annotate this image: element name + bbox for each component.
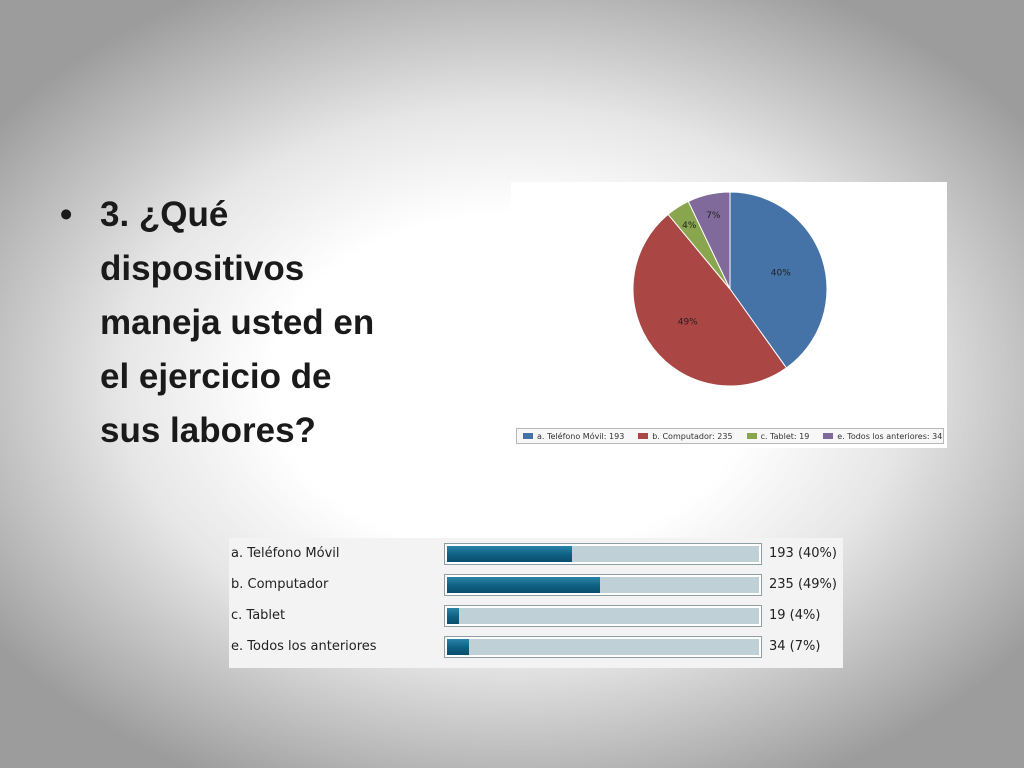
pie-slice-label-2: 4%: [682, 221, 697, 231]
legend-label-0: a. Teléfono Móvil: 193: [537, 431, 625, 441]
bar-fill: [447, 608, 459, 624]
bar-category-label: e. Todos los anteriores: [231, 639, 377, 654]
bar-value-label: 235 (49%): [769, 577, 837, 592]
pie-slice-label-0: 40%: [771, 269, 791, 279]
bar-value-label: 193 (40%): [769, 546, 837, 561]
legend-swatch-0: [523, 433, 533, 439]
legend-item-2: c. Tablet: 19: [746, 431, 810, 441]
bar-category-label: b. Computador: [231, 577, 329, 592]
bar-background: [447, 608, 759, 624]
bullet-marker: •: [60, 195, 73, 234]
pie-chart: 40% 49% 4% 7%: [632, 191, 828, 387]
pie-slice-1: [632, 213, 788, 387]
bar-track: [444, 574, 762, 596]
slide-question: • 3. ¿Qué dispositivos maneja usted en e…: [60, 188, 390, 458]
bar-row: c. Tablet 19 (4%): [229, 605, 843, 629]
legend-swatch-2: [746, 433, 757, 439]
legend-swatch-3: [823, 433, 834, 439]
legend-item-1: b. Computador: 235: [638, 431, 733, 441]
legend-label-3: e. Todos los anteriores: 34: [837, 431, 943, 441]
bar-track: [444, 543, 762, 565]
pie-slice-0: [729, 191, 828, 369]
question-text: 3. ¿Qué dispositivos maneja usted en el …: [100, 195, 375, 450]
bar-value-label: 34 (7%): [769, 639, 821, 654]
bar-chart-panel: a. Teléfono Móvil 193 (40%) b. Computador 2…: [229, 538, 843, 668]
bar-track: [444, 636, 762, 658]
pie-chart-panel: 40% 49% 4% 7% a. Teléfono Móvil: 193 b. Comp…: [511, 182, 947, 448]
legend-label-1: b. Computador: 235: [652, 431, 733, 441]
legend-item-3: e. Todos los anteriores: 34: [823, 432, 942, 441]
bar-category-label: c. Tablet: [231, 608, 286, 623]
bar-track: [444, 605, 762, 627]
bar-fill: [447, 577, 600, 593]
pie-slice-label-3: 7%: [706, 211, 721, 221]
bar-row: e. Todos los anteriores 34 (7%): [229, 636, 843, 660]
legend-item-0: a. Teléfono Móvil: 193: [523, 432, 624, 441]
bar-value-label: 19 (4%): [769, 608, 821, 623]
bar-fill: [447, 639, 469, 655]
pie-legend: a. Teléfono Móvil: 193 b. Computador: 235…: [516, 428, 944, 444]
legend-swatch-1: [638, 433, 649, 439]
bar-category-label: a. Teléfono Móvil: [231, 546, 340, 561]
legend-label-2: c. Tablet: 19: [760, 431, 810, 441]
bar-fill: [447, 546, 572, 562]
pie-slice-3: [687, 191, 731, 290]
bar-background: [447, 639, 759, 655]
pie-slice-label-1: 49%: [678, 318, 698, 328]
bar-row: a. Teléfono Móvil 193 (40%): [229, 543, 843, 567]
bar-row: b. Computador 235 (49%): [229, 574, 843, 598]
